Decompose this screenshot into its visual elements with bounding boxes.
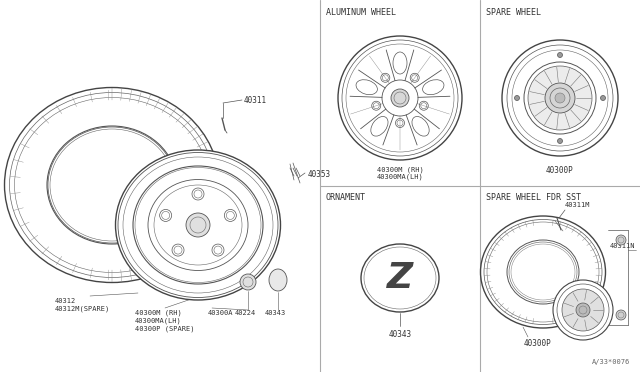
Text: 40343: 40343 <box>388 330 412 339</box>
Text: 40300P (SPARE): 40300P (SPARE) <box>135 326 195 333</box>
Text: 40300P: 40300P <box>546 166 574 175</box>
Circle shape <box>562 289 604 331</box>
Text: 40300MA(LH): 40300MA(LH) <box>135 318 182 324</box>
Circle shape <box>553 280 613 340</box>
Text: 40353: 40353 <box>308 170 331 179</box>
Text: 40300M (RH): 40300M (RH) <box>135 310 182 317</box>
Text: 40311N: 40311N <box>609 243 635 249</box>
Text: SPARE WHEEL FDR SST: SPARE WHEEL FDR SST <box>486 193 581 202</box>
Circle shape <box>240 274 256 290</box>
Circle shape <box>600 96 605 100</box>
Circle shape <box>186 213 210 237</box>
Circle shape <box>346 44 454 152</box>
Ellipse shape <box>115 150 280 300</box>
Text: 40311: 40311 <box>244 96 267 105</box>
Text: Z: Z <box>387 261 413 295</box>
Circle shape <box>555 93 565 103</box>
Text: 40312M(SPARE): 40312M(SPARE) <box>55 306 110 312</box>
Circle shape <box>616 235 626 245</box>
Text: 40311M: 40311M <box>565 202 591 208</box>
Circle shape <box>616 310 626 320</box>
Circle shape <box>545 83 575 113</box>
Ellipse shape <box>269 269 287 291</box>
Text: ORNAMENT: ORNAMENT <box>326 193 366 202</box>
Text: 40312: 40312 <box>55 298 76 304</box>
Ellipse shape <box>507 240 579 304</box>
Circle shape <box>515 96 520 100</box>
Text: SPARE WHEEL: SPARE WHEEL <box>486 8 541 17</box>
Text: 40300M (RH): 40300M (RH) <box>376 166 424 173</box>
Text: 40224: 40224 <box>235 310 256 316</box>
Circle shape <box>528 66 592 130</box>
Text: ALUMINUM WHEEL: ALUMINUM WHEEL <box>326 8 396 17</box>
Circle shape <box>391 89 409 107</box>
Text: 40300A: 40300A <box>208 310 234 316</box>
Circle shape <box>557 138 563 144</box>
Ellipse shape <box>47 126 177 244</box>
Circle shape <box>557 52 563 58</box>
Circle shape <box>512 50 608 146</box>
Text: 40300MA(LH): 40300MA(LH) <box>376 173 424 180</box>
Circle shape <box>576 303 590 317</box>
Ellipse shape <box>133 166 263 284</box>
Text: 40343: 40343 <box>265 310 286 316</box>
Text: A/33*0076: A/33*0076 <box>592 359 630 365</box>
Text: 40300P: 40300P <box>524 339 552 348</box>
